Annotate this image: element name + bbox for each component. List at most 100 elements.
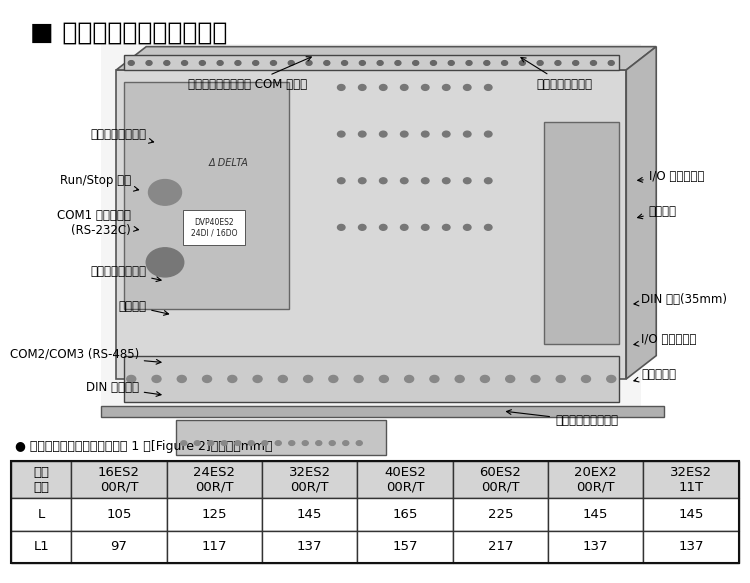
Circle shape	[228, 375, 237, 382]
Circle shape	[181, 441, 187, 445]
Circle shape	[221, 441, 227, 445]
Circle shape	[430, 375, 439, 382]
Text: 60ES2
00R/T: 60ES2 00R/T	[479, 465, 521, 494]
FancyBboxPatch shape	[124, 82, 289, 309]
Text: COM2/COM3 (RS-485): COM2/COM3 (RS-485)	[10, 348, 161, 364]
Circle shape	[358, 131, 366, 137]
Circle shape	[442, 224, 450, 230]
FancyBboxPatch shape	[101, 44, 641, 411]
Text: ■ 產品外觀尺寸與部位介紹: ■ 產品外觀尺寸與部位介紹	[30, 20, 227, 44]
Circle shape	[395, 61, 401, 65]
Circle shape	[289, 441, 295, 445]
Circle shape	[464, 224, 471, 230]
Circle shape	[316, 441, 322, 445]
Circle shape	[235, 61, 241, 65]
Text: 145: 145	[679, 508, 703, 521]
FancyBboxPatch shape	[124, 55, 619, 70]
Circle shape	[358, 178, 366, 184]
Circle shape	[537, 61, 543, 65]
Circle shape	[288, 61, 294, 65]
Circle shape	[208, 441, 214, 445]
FancyBboxPatch shape	[116, 70, 626, 379]
Polygon shape	[626, 47, 656, 379]
Circle shape	[302, 441, 308, 445]
Circle shape	[400, 131, 408, 137]
Text: 輸出／入點指示燈: 輸出／入點指示燈	[521, 58, 592, 91]
FancyBboxPatch shape	[548, 498, 644, 531]
Circle shape	[484, 85, 492, 90]
Circle shape	[581, 375, 590, 382]
Circle shape	[235, 441, 241, 445]
FancyBboxPatch shape	[357, 531, 453, 563]
Circle shape	[442, 178, 450, 184]
Circle shape	[573, 61, 579, 65]
Circle shape	[248, 441, 254, 445]
Text: L1: L1	[34, 540, 50, 553]
Circle shape	[146, 61, 152, 65]
Circle shape	[464, 85, 471, 90]
Circle shape	[400, 224, 408, 230]
FancyBboxPatch shape	[166, 531, 262, 563]
Circle shape	[380, 85, 387, 90]
Circle shape	[341, 61, 347, 65]
Text: 機種型號: 機種型號	[118, 300, 169, 315]
Circle shape	[442, 131, 450, 137]
FancyBboxPatch shape	[357, 498, 453, 531]
Text: DVP40ES2
24DI / 16DO: DVP40ES2 24DI / 16DO	[190, 217, 237, 237]
Circle shape	[466, 61, 472, 65]
Text: 輸出／入端子編號: 輸出／入端子編號	[90, 265, 161, 282]
Circle shape	[217, 61, 223, 65]
Circle shape	[555, 61, 561, 65]
Text: 32ES2
00R/T: 32ES2 00R/T	[289, 465, 331, 494]
Text: 145: 145	[297, 508, 322, 521]
Text: 脫落式輸出／入端子: 脫落式輸出／入端子	[506, 410, 618, 427]
Text: 直接固定孔: 直接固定孔	[634, 368, 676, 382]
FancyBboxPatch shape	[176, 420, 386, 455]
Text: 16ES2
00R/T: 16ES2 00R/T	[98, 465, 140, 494]
Circle shape	[413, 61, 419, 65]
FancyBboxPatch shape	[453, 461, 548, 498]
Circle shape	[531, 375, 540, 382]
Circle shape	[380, 375, 388, 382]
Text: L: L	[38, 508, 45, 521]
Text: Δ DELTA: Δ DELTA	[209, 158, 249, 168]
Circle shape	[358, 85, 366, 90]
Circle shape	[590, 61, 596, 65]
FancyBboxPatch shape	[166, 498, 262, 531]
Text: 137: 137	[678, 540, 703, 553]
Text: 165: 165	[392, 508, 418, 521]
FancyBboxPatch shape	[71, 461, 166, 498]
Circle shape	[194, 441, 200, 445]
Circle shape	[278, 375, 287, 382]
FancyBboxPatch shape	[644, 498, 739, 531]
Circle shape	[380, 224, 387, 230]
Text: Run/Stop 開關: Run/Stop 開關	[60, 174, 139, 191]
Circle shape	[608, 61, 614, 65]
Circle shape	[329, 441, 335, 445]
Text: I/O 模組固定扣: I/O 模組固定扣	[634, 333, 697, 346]
FancyBboxPatch shape	[453, 498, 548, 531]
Circle shape	[484, 61, 490, 65]
Circle shape	[127, 375, 136, 382]
Circle shape	[400, 85, 408, 90]
Circle shape	[380, 178, 387, 184]
Circle shape	[304, 375, 313, 382]
Circle shape	[324, 61, 330, 65]
FancyBboxPatch shape	[453, 531, 548, 563]
Circle shape	[519, 61, 525, 65]
Circle shape	[338, 131, 345, 137]
Circle shape	[338, 224, 345, 230]
Circle shape	[328, 375, 338, 382]
Circle shape	[164, 61, 170, 65]
Circle shape	[177, 375, 186, 382]
Circle shape	[338, 178, 345, 184]
Circle shape	[262, 441, 268, 445]
Text: 157: 157	[392, 540, 418, 553]
Text: COM1 程式通訊埠
(RS-232C): COM1 程式通訊埠 (RS-232C)	[57, 209, 139, 237]
Text: 機種
型號: 機種 型號	[33, 465, 50, 494]
Text: 電源、運行、錯誤及 COM 指示燈: 電源、運行、錯誤及 COM 指示燈	[188, 57, 311, 91]
FancyBboxPatch shape	[644, 531, 739, 563]
Text: 40ES2
00R/T: 40ES2 00R/T	[384, 465, 426, 494]
Circle shape	[343, 441, 349, 445]
FancyBboxPatch shape	[101, 406, 664, 417]
